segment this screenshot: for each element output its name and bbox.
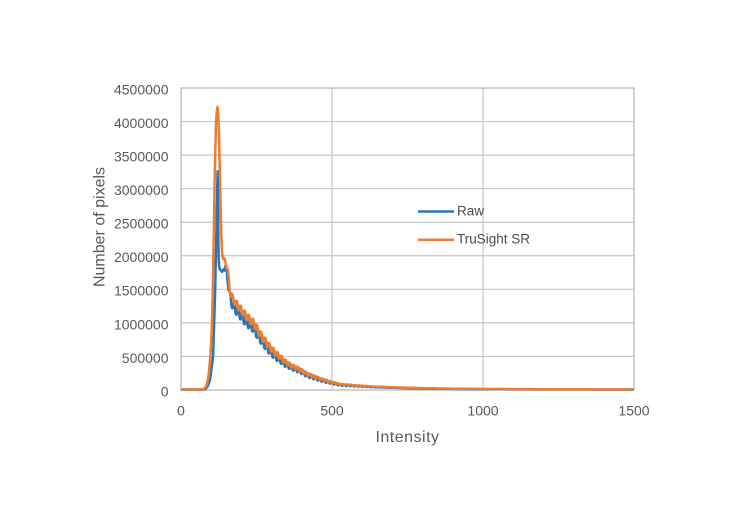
- svg-text:500: 500: [320, 403, 344, 419]
- svg-text:TruSight SR: TruSight SR: [457, 232, 530, 247]
- svg-text:2500000: 2500000: [114, 216, 169, 232]
- svg-text:3500000: 3500000: [114, 149, 169, 165]
- svg-text:1000: 1000: [467, 403, 498, 419]
- svg-text:Intensity: Intensity: [375, 429, 439, 446]
- svg-text:0: 0: [161, 383, 169, 399]
- svg-text:Raw: Raw: [457, 204, 484, 219]
- svg-text:4000000: 4000000: [114, 115, 169, 131]
- svg-text:Number of pixels: Number of pixels: [92, 167, 109, 287]
- svg-text:4500000: 4500000: [114, 81, 169, 97]
- svg-text:500000: 500000: [122, 350, 169, 366]
- svg-text:1500000: 1500000: [114, 283, 169, 299]
- svg-text:1500: 1500: [618, 403, 649, 419]
- svg-text:2000000: 2000000: [114, 249, 169, 265]
- svg-text:3000000: 3000000: [114, 182, 169, 198]
- svg-text:0: 0: [177, 403, 185, 419]
- svg-text:1000000: 1000000: [114, 316, 169, 332]
